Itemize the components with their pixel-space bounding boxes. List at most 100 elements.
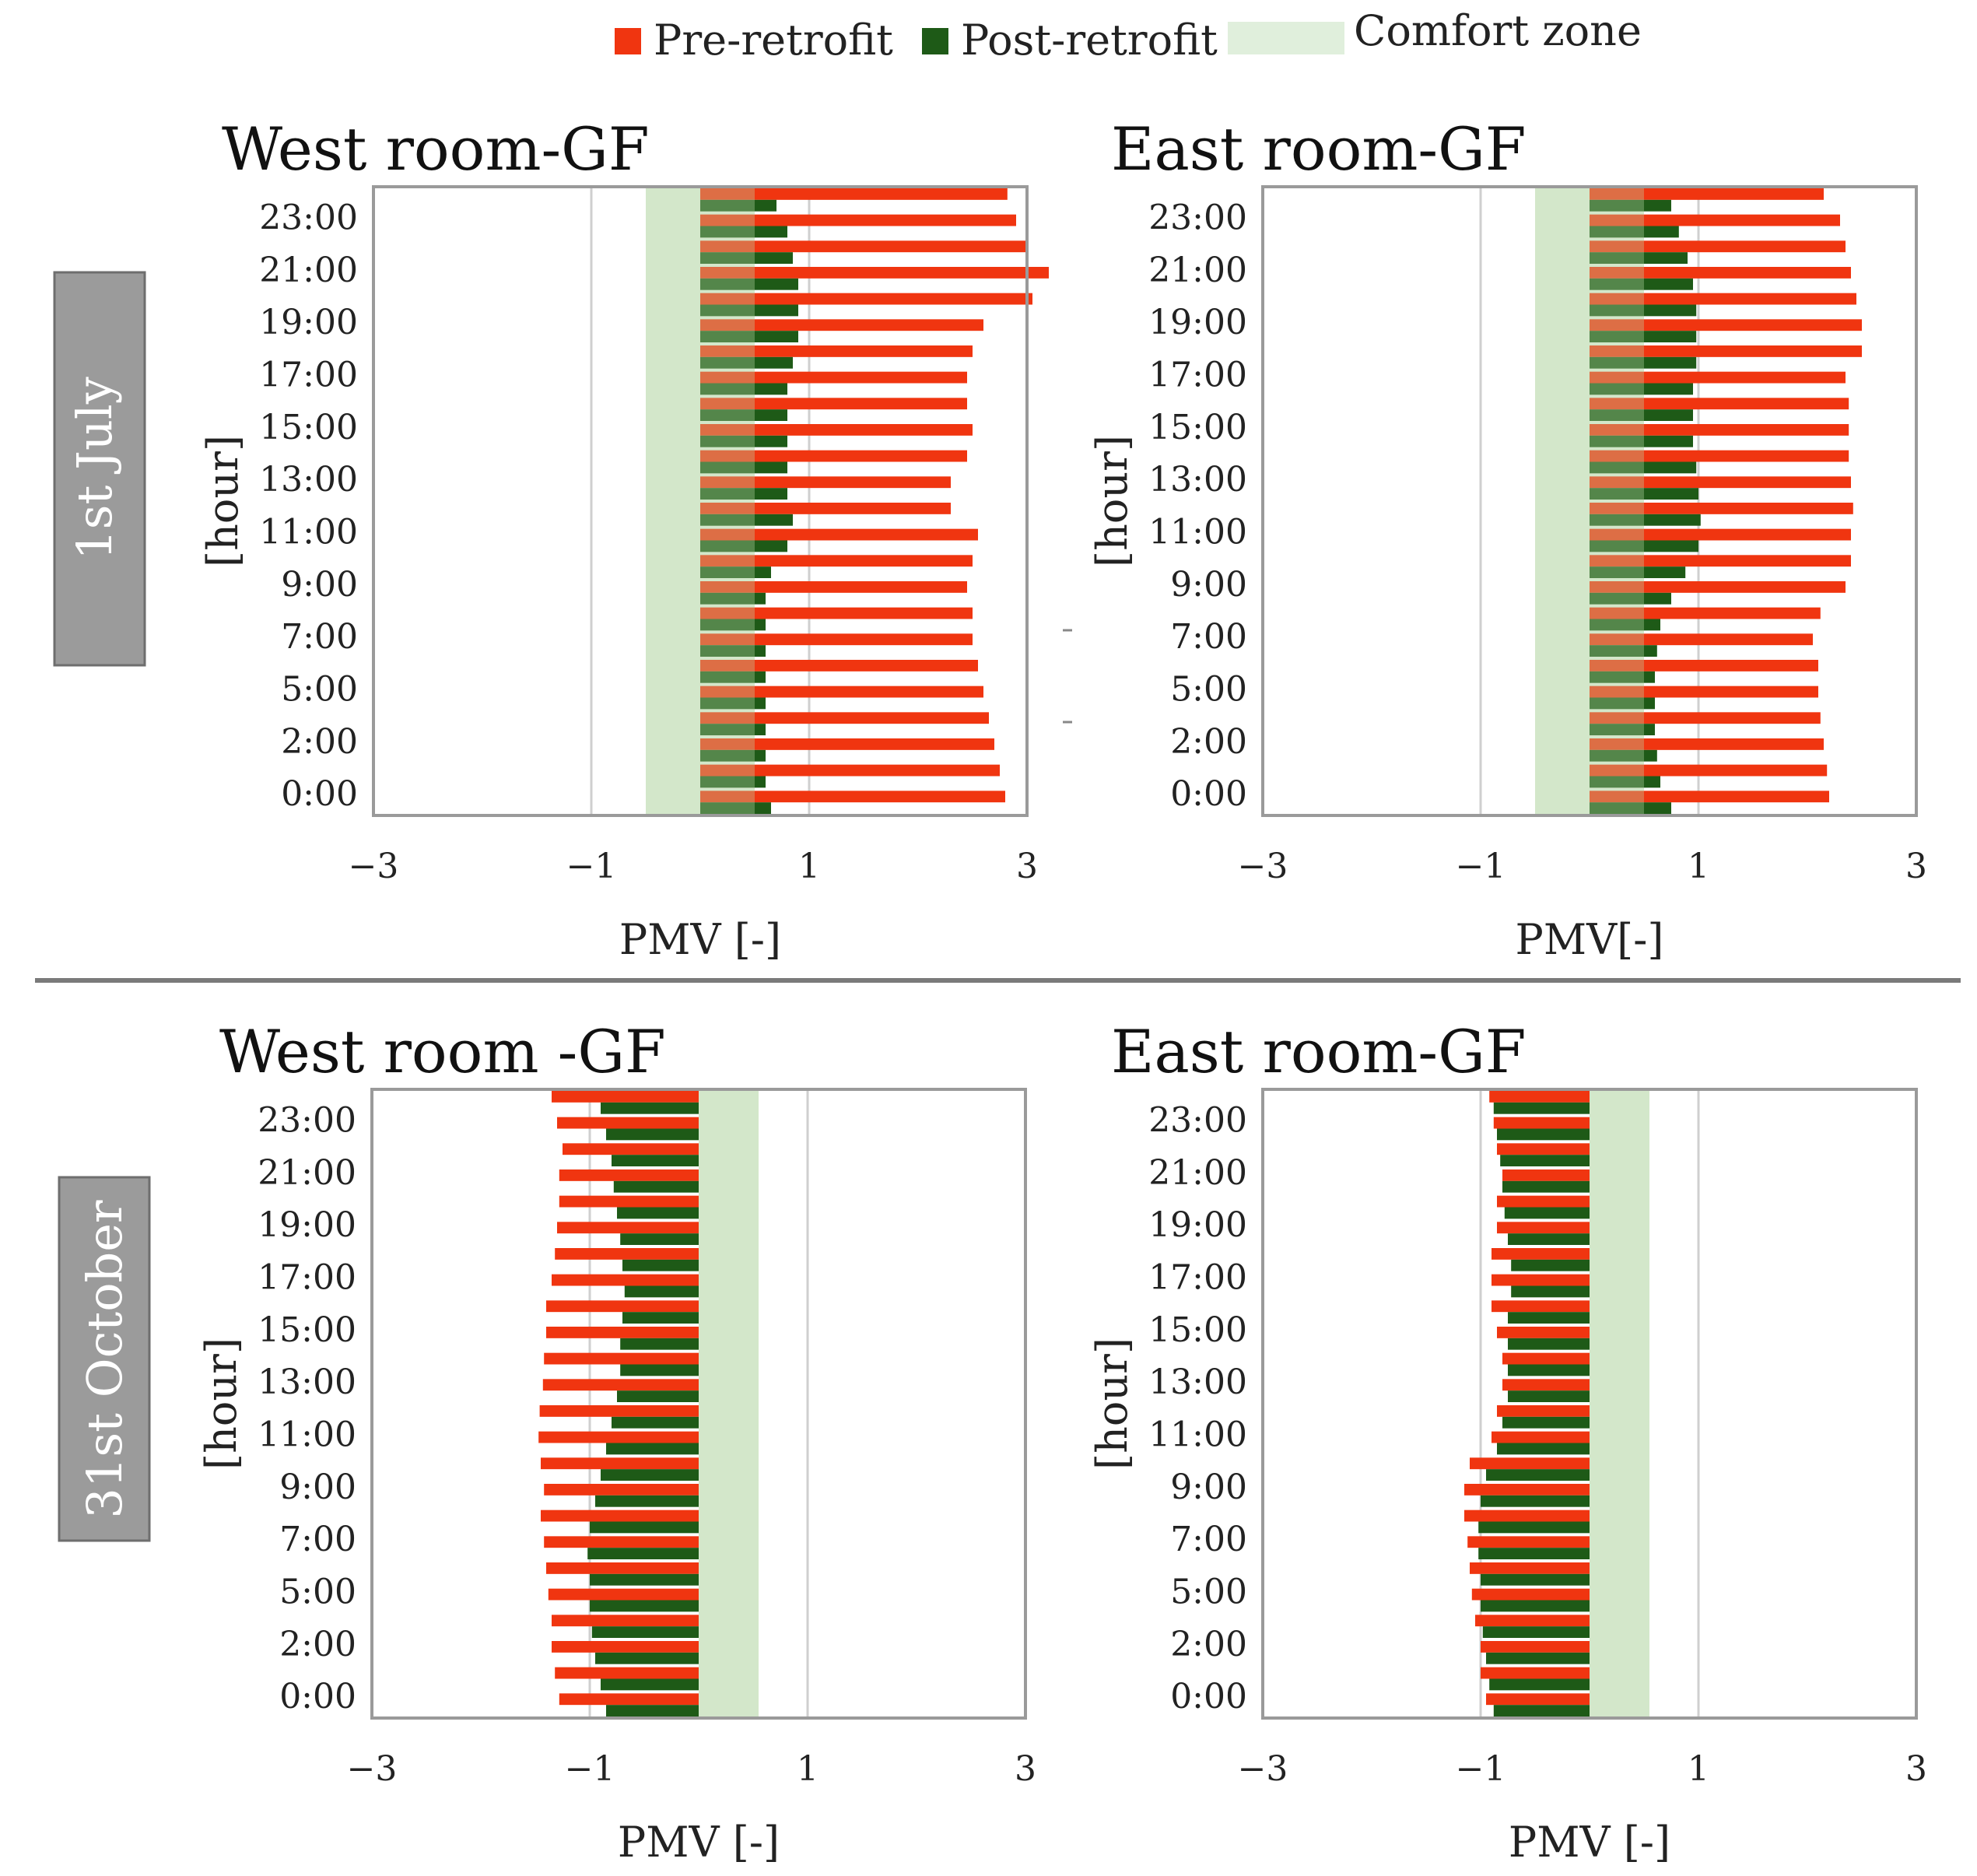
bar-post-hour-3 <box>591 1626 699 1638</box>
bar-pre-hour-19 <box>559 1195 699 1208</box>
y-tick-label: 9:00 <box>1170 1467 1247 1507</box>
bar-post-hour-1 <box>601 1678 699 1691</box>
bar-post-hour-4 <box>590 1600 699 1612</box>
bar-post-hour-20 <box>700 278 798 290</box>
y-axis-label: [hour] <box>197 1338 246 1470</box>
bar-post-hour-8 <box>1481 1495 1590 1507</box>
y-tick-label: 21:00 <box>1148 251 1247 290</box>
y-tick-label: 5:00 <box>1170 670 1247 710</box>
bar-pre-hour-14 <box>700 424 973 436</box>
bar-pre-hour-8 <box>700 581 967 593</box>
bar-pre-hour-10 <box>700 528 978 541</box>
y-tick-label: 19:00 <box>258 1205 356 1245</box>
bar-post-hour-11 <box>612 1416 699 1429</box>
bar-post-hour-15 <box>1590 409 1693 421</box>
bar-pre-hour-6 <box>700 633 973 646</box>
bar-post-hour-22 <box>606 1128 699 1141</box>
bar-post-hour-20 <box>1502 1180 1590 1193</box>
bar-pre-hour-21 <box>563 1143 699 1155</box>
bar-post-hour-13 <box>1508 1364 1590 1376</box>
bar-pre-hour-1 <box>700 764 1000 777</box>
bar-pre-hour-10 <box>1492 1431 1590 1443</box>
bar-post-hour-15 <box>622 1312 699 1324</box>
bar-pre-hour-4 <box>700 686 983 698</box>
panel-east-room-july: East room-GF 0:00 2:00 5:00 7:00 9:00 11:00 13:… <box>1088 114 1927 964</box>
bar-post-hour-15 <box>1508 1312 1590 1324</box>
bar-pre-hour-0 <box>1486 1693 1590 1706</box>
bar-post-hour-9 <box>1486 1469 1590 1481</box>
bar-post-hour-0 <box>1493 1705 1590 1716</box>
legend-label-post: Post-retrofit <box>961 16 1218 65</box>
y-tick-label: 13:00 <box>259 460 358 500</box>
y-tick-label: 0:00 <box>1170 1677 1247 1716</box>
bar-pre-hour-19 <box>1497 1195 1590 1208</box>
bar-post-hour-16 <box>1511 1285 1590 1298</box>
bar-pre-hour-9 <box>700 555 973 567</box>
bar-pre-hour-8 <box>1464 1484 1590 1496</box>
y-tick-label: 13:00 <box>1148 460 1247 500</box>
bar-post-hour-23 <box>1493 1102 1590 1114</box>
bar-post-hour-14 <box>1508 1338 1590 1350</box>
bar-pre-hour-4 <box>548 1588 699 1601</box>
y-tick-label: 7:00 <box>281 617 358 657</box>
bar-post-hour-1 <box>700 776 766 788</box>
y-axis-label: [hour] <box>1088 435 1137 567</box>
bar-pre-hour-19 <box>1590 293 1856 305</box>
bar-pre-hour-18 <box>1497 1222 1590 1234</box>
y-tick-label: 17:00 <box>1148 1258 1247 1298</box>
y-tick-label: 5:00 <box>281 670 358 710</box>
bar-pre-hour-10 <box>1590 528 1851 541</box>
bar-post-hour-13 <box>700 461 787 474</box>
y-tick-label: 17:00 <box>259 356 358 395</box>
y-tick-label: 2:00 <box>281 722 358 762</box>
bar-post-hour-0 <box>1590 802 1671 814</box>
bar-pre-hour-2 <box>1590 738 1824 750</box>
date-box-october-bg <box>58 1176 151 1542</box>
bar-pre-hour-8 <box>544 1484 699 1496</box>
x-tick-label: 1 <box>798 847 820 886</box>
bar-post-hour-2 <box>1590 749 1657 762</box>
bar-post-hour-17 <box>622 1259 699 1271</box>
bar-pre-hour-14 <box>546 1327 699 1338</box>
bar-pre-hour-13 <box>1502 1352 1590 1365</box>
bar-post-hour-10 <box>1497 1443 1590 1455</box>
bar-pre-hour-1 <box>555 1667 699 1679</box>
bar-pre-hour-17 <box>700 345 973 357</box>
y-tick-label: 5:00 <box>1170 1573 1247 1612</box>
bar-pre-hour-3 <box>1475 1615 1590 1627</box>
comfort-zone <box>1590 1089 1649 1718</box>
bar-post-hour-18 <box>1590 331 1697 342</box>
bar-pre-hour-14 <box>1590 424 1849 436</box>
bar-post-hour-5 <box>1590 671 1655 683</box>
y-tick-label: 2:00 <box>1170 1625 1247 1664</box>
x-tick-label: 3 <box>1016 847 1038 886</box>
bar-pre-hour-0 <box>700 791 1005 803</box>
bar-post-hour-11 <box>1502 1416 1590 1429</box>
bar-post-hour-2 <box>1486 1652 1590 1664</box>
bar-pre-hour-22 <box>557 1117 699 1129</box>
x-axis-label: PMV [-] <box>619 915 781 964</box>
y-tick-label: 23:00 <box>259 198 358 238</box>
bar-post-hour-12 <box>1590 488 1698 500</box>
bar-post-hour-21 <box>612 1155 699 1166</box>
bar-pre-hour-12 <box>1502 1379 1590 1391</box>
bar-pre-hour-13 <box>1590 450 1849 462</box>
y-tick-label: 9:00 <box>279 1467 356 1507</box>
bar-pre-hour-7 <box>1590 607 1821 619</box>
legend-label-pre: Pre-retrofit <box>654 16 893 65</box>
x-axis-label: PMV [-] <box>1509 1818 1670 1867</box>
y-tick-label: 9:00 <box>1170 565 1247 605</box>
bar-post-hour-17 <box>1590 356 1697 369</box>
x-tick-label: −3 <box>1238 1749 1288 1789</box>
bar-post-hour-0 <box>606 1705 699 1716</box>
y-axis-label: [hour] <box>1088 1338 1137 1470</box>
bar-pre-hour-21 <box>700 240 1027 253</box>
bar-post-hour-4 <box>1481 1600 1590 1612</box>
bar-pre-hour-17 <box>1590 345 1862 357</box>
comfort-zone <box>699 1089 759 1718</box>
bar-post-hour-14 <box>700 435 787 447</box>
x-tick-label: 3 <box>1905 847 1927 886</box>
y-tick-label: 19:00 <box>259 303 358 342</box>
y-tick-label: 21:00 <box>258 1153 356 1193</box>
bar-pre-hour-17 <box>1492 1248 1590 1260</box>
